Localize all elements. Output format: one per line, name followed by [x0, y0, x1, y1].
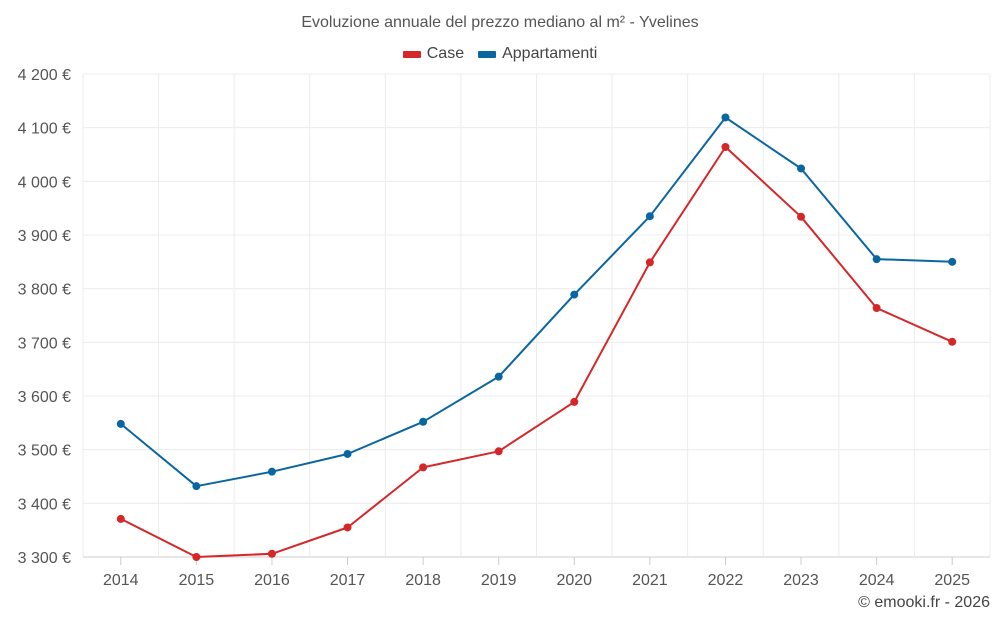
y-tick-label: 4 100 € [18, 121, 71, 138]
series-line-case [120, 146, 953, 558]
legend-item-case[interactable]: Case [402, 45, 465, 63]
data-point-case [116, 514, 125, 523]
data-point-case [343, 523, 352, 532]
y-tick-label: 3 500 € [18, 443, 71, 460]
x-tick-label: 2018 [405, 572, 441, 589]
y-tick-label: 3 900 € [18, 228, 71, 245]
data-point-appartamenti [948, 257, 957, 266]
chart-title: Evoluzione annuale del prezzo mediano al… [301, 14, 699, 31]
data-point-appartamenti [192, 482, 201, 491]
legend-label-case: Case [426, 45, 465, 62]
x-tick-label: 2023 [783, 572, 819, 589]
y-tick-label: 3 700 € [18, 335, 71, 352]
data-point-case [721, 142, 730, 151]
series-line-appartamenti [120, 116, 953, 488]
x-tick-label: 2020 [556, 572, 592, 589]
x-tick-label: 2014 [103, 572, 139, 589]
y-tick-label: 3 400 € [18, 496, 71, 513]
data-point-case [570, 397, 579, 406]
legend-swatch-case [402, 50, 421, 58]
y-tick-label: 4 200 € [18, 67, 71, 84]
data-point-appartamenti [570, 290, 579, 299]
data-point-appartamenti [797, 164, 806, 173]
data-point-case [645, 258, 654, 267]
legend-item-appartamenti[interactable]: Appartamenti [478, 45, 597, 63]
data-point-appartamenti [872, 255, 881, 264]
x-tick-label: 2024 [859, 572, 895, 589]
data-point-appartamenti [267, 467, 276, 476]
data-point-appartamenti [343, 449, 352, 458]
data-point-case [948, 337, 957, 346]
data-point-case [267, 549, 276, 558]
y-tick-label: 4 000 € [18, 174, 71, 191]
data-point-case [872, 303, 881, 312]
data-point-case [494, 447, 503, 456]
x-tick-label: 2016 [254, 572, 290, 589]
y-tick-label: 3 600 € [18, 389, 71, 406]
x-tick-label: 2021 [632, 572, 668, 589]
x-tick-label: 2015 [179, 572, 215, 589]
data-point-appartamenti [645, 212, 654, 221]
legend-swatch-appartamenti [478, 50, 497, 58]
x-tick-label: 2017 [330, 572, 366, 589]
x-tick-label: 2025 [934, 572, 970, 589]
data-point-appartamenti [116, 419, 125, 428]
legend: Case Appartamenti [0, 45, 1000, 63]
data-point-case [192, 553, 201, 561]
y-tick-label: 3 800 € [18, 282, 71, 299]
data-point-appartamenti [419, 417, 428, 426]
credit: © emooki.fr - 2026 [858, 594, 990, 611]
data-point-appartamenti [494, 372, 503, 381]
y-tick-label: 3 300 € [18, 550, 71, 567]
data-point-case [419, 463, 428, 472]
x-tick-label: 2019 [481, 572, 517, 589]
legend-label-appartamenti: Appartamenti [502, 45, 598, 62]
x-tick-label: 2022 [708, 572, 744, 589]
data-point-appartamenti [721, 113, 730, 122]
data-point-case [797, 212, 806, 221]
